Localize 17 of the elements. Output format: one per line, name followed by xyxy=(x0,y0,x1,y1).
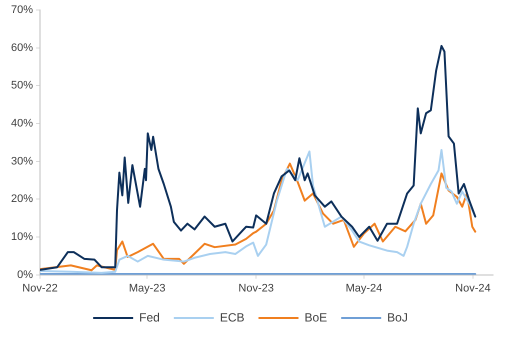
x-tick-label: Nov-24 xyxy=(455,282,491,294)
legend-label: BoE xyxy=(304,310,328,324)
x-tick-label: May-23 xyxy=(128,282,166,294)
y-tick-label: 20% xyxy=(10,193,34,206)
y-tick-label: 60% xyxy=(10,42,34,54)
y-tick-label: 50% xyxy=(10,80,34,92)
y-tick-label: 40% xyxy=(10,118,34,130)
x-tick-label: Nov-22 xyxy=(22,282,58,294)
y-tick-label: 10% xyxy=(10,231,34,244)
legend-label: Fed xyxy=(139,310,160,324)
y-tick-label: 70% xyxy=(10,4,34,16)
y-tick-label: 0% xyxy=(17,268,34,281)
legend-label: BoJ xyxy=(387,310,408,324)
legend-label: ECB xyxy=(220,310,245,324)
x-tick-label: May-24 xyxy=(346,282,382,294)
y-tick-label: 30% xyxy=(10,155,34,168)
x-tick-label: Nov-23 xyxy=(238,282,274,294)
